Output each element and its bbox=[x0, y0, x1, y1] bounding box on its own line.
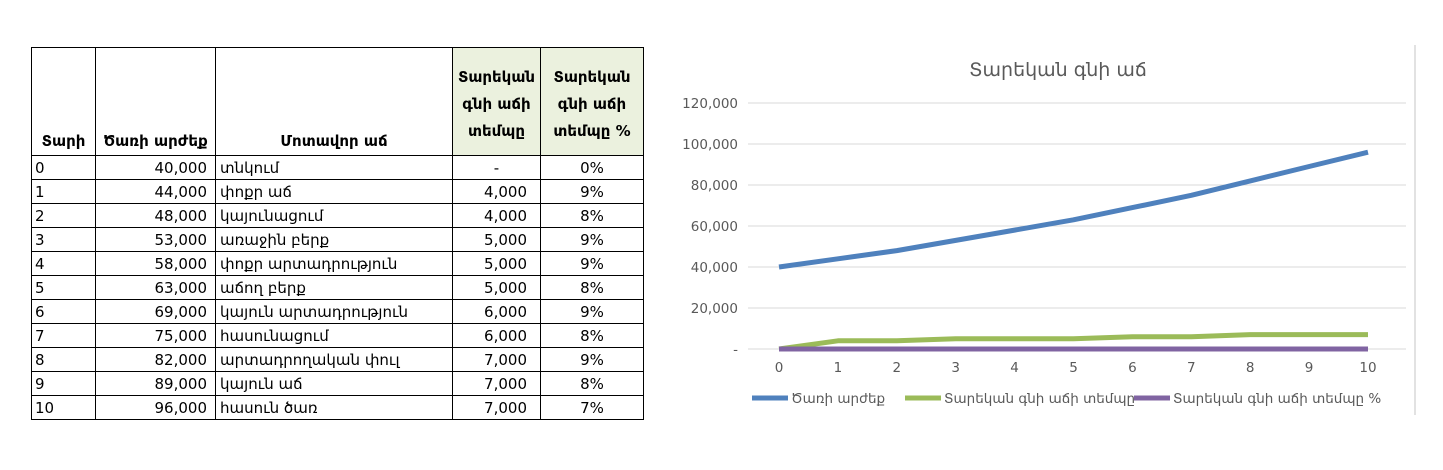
series-line[interactable] bbox=[778, 332, 1368, 352]
cell-growth[interactable]: 7,000 bbox=[452, 395, 541, 420]
cell-pct[interactable]: 8% bbox=[540, 323, 644, 348]
column-header-growth-rate[interactable]: Տարեկան գնի աճի տեմպը bbox=[452, 47, 541, 156]
cell-name[interactable]: փոքր արտադրություն bbox=[215, 251, 453, 276]
y-axis-tick-label: 100,000 bbox=[682, 137, 738, 153]
cell-name[interactable]: կայուն աճ bbox=[215, 371, 453, 396]
cell-pct[interactable]: 8% bbox=[540, 371, 644, 396]
x-axis-tick-label: 8 bbox=[1246, 360, 1255, 376]
y-axis-tick-label: - bbox=[733, 342, 738, 358]
cell-name[interactable]: կայունացում bbox=[215, 203, 453, 228]
cell-pct[interactable]: 9% bbox=[540, 227, 644, 252]
x-axis-tick-label: 2 bbox=[893, 360, 902, 376]
series-line[interactable] bbox=[778, 149, 1369, 270]
table-row: 8 82,000 արտադրողական փուլ 7,000 9% bbox=[31, 347, 644, 372]
legend-label[interactable]: Տարեկան գնի աճի տեմպը bbox=[944, 391, 1135, 407]
cell-pct[interactable]: 8% bbox=[540, 203, 644, 228]
cell-name[interactable]: հասուն ծառ bbox=[215, 395, 453, 420]
cell-value[interactable]: 89,000 bbox=[95, 371, 216, 396]
cell-year[interactable]: 3 bbox=[31, 227, 96, 252]
x-axis-tick-label: 5 bbox=[1069, 360, 1078, 376]
table-row: 1 44,000 փոքր աճ 4,000 9% bbox=[31, 179, 644, 204]
table-row: 6 69,000 կայուն արտադրություն 6,000 9% bbox=[31, 299, 644, 324]
table-row: 2 48,000 կայունացում 4,000 8% bbox=[31, 203, 644, 228]
cell-year[interactable]: 4 bbox=[31, 251, 96, 276]
table-row: 3 53,000 առաջին բերք 5,000 9% bbox=[31, 227, 644, 252]
cell-year[interactable]: 0 bbox=[31, 155, 96, 180]
cell-growth[interactable]: 6,000 bbox=[452, 299, 541, 324]
table-row: 9 89,000 կայուն աճ 7,000 8% bbox=[31, 371, 644, 396]
cell-name[interactable]: աճող բերք bbox=[215, 275, 453, 300]
x-axis-tick-label: 3 bbox=[951, 360, 960, 376]
chart-title[interactable]: Տարեկան գնի աճ bbox=[969, 59, 1147, 81]
x-axis-tick-label: 9 bbox=[1305, 360, 1314, 376]
cell-value[interactable]: 58,000 bbox=[95, 251, 216, 276]
cell-growth[interactable]: 5,000 bbox=[452, 275, 541, 300]
legend-label[interactable]: Տարեկան գնի աճի տեմպը % bbox=[1173, 391, 1381, 407]
cell-growth[interactable]: - bbox=[452, 155, 541, 180]
cell-pct[interactable]: 9% bbox=[540, 179, 644, 204]
cell-year[interactable]: 9 bbox=[31, 371, 96, 396]
cell-value[interactable]: 48,000 bbox=[95, 203, 216, 228]
y-axis-tick-label: 60,000 bbox=[691, 219, 738, 235]
cell-year[interactable]: 10 bbox=[31, 395, 96, 420]
cell-name[interactable]: կայուն արտադրություն bbox=[215, 299, 453, 324]
line-chart[interactable]: - 20,000 40,000 60,000 80,000 100,000 120,000 0… bbox=[660, 0, 1443, 470]
cell-value[interactable]: 75,000 bbox=[95, 323, 216, 348]
cell-pct[interactable]: 0% bbox=[540, 155, 644, 180]
table-row: 4 58,000 փոքր արտադրություն 5,000 9% bbox=[31, 251, 644, 276]
cell-growth[interactable]: 7,000 bbox=[452, 371, 541, 396]
cell-name[interactable]: արտադրողական փուլ bbox=[215, 347, 453, 372]
cell-growth[interactable]: 4,000 bbox=[452, 203, 541, 228]
table-row: 10 96,000 հասուն ծառ 7,000 7% bbox=[31, 395, 644, 420]
cell-growth[interactable]: 7,000 bbox=[452, 347, 541, 372]
x-axis-tick-label: 1 bbox=[834, 360, 843, 376]
cell-name[interactable]: առաջին բերք bbox=[215, 227, 453, 252]
legend-label[interactable]: Ծառի արժեք bbox=[791, 391, 885, 407]
x-axis-tick-label: 0 bbox=[775, 360, 784, 376]
x-axis-tick-label: 6 bbox=[1128, 360, 1137, 376]
cell-pct[interactable]: 7% bbox=[540, 395, 644, 420]
cell-value[interactable]: 63,000 bbox=[95, 275, 216, 300]
cell-value[interactable]: 96,000 bbox=[95, 395, 216, 420]
table-row: 0 40,000 տնկում -0% bbox=[31, 155, 644, 180]
cell-value[interactable]: 40,000 bbox=[95, 155, 216, 180]
table-header-row: Տարի Ծառի արժեք Մոտավոր աճ Տարեկան գնի ա… bbox=[31, 47, 644, 156]
cell-name[interactable]: փոքր աճ bbox=[215, 179, 453, 204]
cell-growth[interactable]: 6,000 bbox=[452, 323, 541, 348]
cell-value[interactable]: 69,000 bbox=[95, 299, 216, 324]
y-axis-tick-label: 20,000 bbox=[691, 301, 738, 317]
table-row: 5 63,000 աճող բերք 5,000 8% bbox=[31, 275, 644, 300]
cell-growth[interactable]: 4,000 bbox=[452, 179, 541, 204]
y-axis-tick-label: 40,000 bbox=[691, 260, 738, 276]
y-axis-tick-label: 80,000 bbox=[691, 178, 738, 194]
cell-year[interactable]: 6 bbox=[31, 299, 96, 324]
spreadsheet-table: Տարի Ծառի արժեք Մոտավոր աճ Տարեկան գնի ա… bbox=[31, 47, 644, 420]
cell-value[interactable]: 53,000 bbox=[95, 227, 216, 252]
x-axis-tick-label: 7 bbox=[1187, 360, 1196, 376]
cell-growth[interactable]: 5,000 bbox=[452, 227, 541, 252]
cell-value[interactable]: 44,000 bbox=[95, 179, 216, 204]
column-header-value[interactable]: Ծառի արժեք bbox=[95, 47, 216, 156]
cell-name[interactable]: հասունացում bbox=[215, 323, 453, 348]
cell-pct[interactable]: 9% bbox=[540, 299, 644, 324]
column-header-growth-rate-pct[interactable]: Տարեկան գնի աճի տեմպը % bbox=[540, 47, 644, 156]
y-axis-tick-label: 120,000 bbox=[682, 96, 738, 112]
cell-year[interactable]: 7 bbox=[31, 323, 96, 348]
cell-year[interactable]: 1 bbox=[31, 179, 96, 204]
column-header-year[interactable]: Տարի bbox=[31, 47, 96, 156]
cell-pct[interactable]: 9% bbox=[540, 251, 644, 276]
cell-pct[interactable]: 9% bbox=[540, 347, 644, 372]
cell-value[interactable]: 82,000 bbox=[95, 347, 216, 372]
cell-growth[interactable]: 5,000 bbox=[452, 251, 541, 276]
x-axis-tick-label: 10 bbox=[1359, 360, 1376, 376]
cell-year[interactable]: 2 bbox=[31, 203, 96, 228]
x-axis-tick-label: 4 bbox=[1010, 360, 1019, 376]
column-header-growth-name[interactable]: Մոտավոր աճ bbox=[215, 47, 453, 156]
cell-year[interactable]: 8 bbox=[31, 347, 96, 372]
table-row: 7 75,000 հասունացում 6,000 8% bbox=[31, 323, 644, 348]
cell-year[interactable]: 5 bbox=[31, 275, 96, 300]
cell-name[interactable]: տնկում bbox=[215, 155, 453, 180]
cell-pct[interactable]: 8% bbox=[540, 275, 644, 300]
